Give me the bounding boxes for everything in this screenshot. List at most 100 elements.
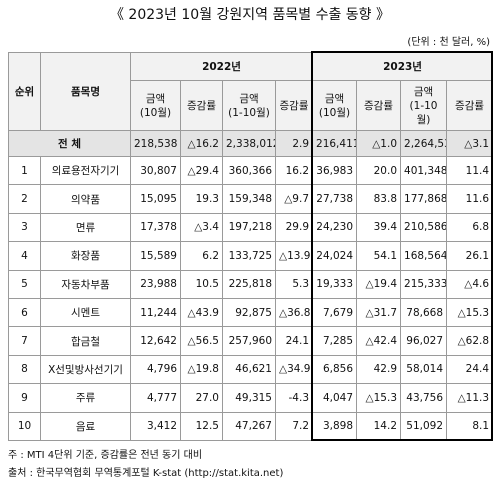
cell: △13.9 xyxy=(274,241,314,271)
cell: 49,315 xyxy=(222,383,276,413)
cell: 133,725 xyxy=(222,241,276,271)
cell: 27,738 xyxy=(312,184,358,214)
year-header: 2023년 xyxy=(312,52,494,81)
cell: 12.5 xyxy=(180,411,223,441)
cell: 7.2 xyxy=(274,411,314,441)
cell: 24,230 xyxy=(312,212,358,243)
cell: 11.6 xyxy=(446,184,494,214)
cell: 6.2 xyxy=(180,241,223,271)
cell: 8.1 xyxy=(446,411,494,441)
cell: -4.3 xyxy=(274,383,314,413)
cell: 51,092 xyxy=(400,411,448,441)
cell: 54.1 xyxy=(356,241,402,271)
cell: 96,027 xyxy=(400,326,448,356)
cell: △43.9 xyxy=(180,297,223,328)
item-name: 화장품 xyxy=(40,241,131,271)
item-name: X선및방사선기기 xyxy=(40,354,131,385)
data-row: 2 의약품 15,095 19.3 159,348 △9.7 27,738 83.8 177,8… xyxy=(8,184,494,214)
cell: 11,244 xyxy=(130,297,181,328)
rank: 8 xyxy=(8,354,41,385)
cell: 7,285 xyxy=(312,326,358,356)
rank: 2 xyxy=(8,184,41,214)
cell: 30,807 xyxy=(130,155,181,186)
rank: 3 xyxy=(8,212,41,243)
header-cell: 순위 xyxy=(8,52,41,131)
item-name: 자동차부품 xyxy=(40,269,131,299)
cell: 197,218 xyxy=(222,212,276,243)
source: 출처 : 한국무역협회 무역통계포털 K-stat (http://stat.k… xyxy=(8,468,284,479)
cell: 3,412 xyxy=(130,411,181,441)
cell: 19,333 xyxy=(312,269,358,299)
cell: △1.0 xyxy=(356,130,402,157)
cell: 4,777 xyxy=(130,383,181,413)
cell: 39.4 xyxy=(356,212,402,243)
cell: 360,366 xyxy=(222,155,276,186)
cell: △15.3 xyxy=(446,297,494,328)
rank: 9 xyxy=(8,383,41,413)
cell: △3.1 xyxy=(446,130,494,157)
cell: 210,586 xyxy=(400,212,448,243)
column-header: 금액 (10월) xyxy=(312,80,358,131)
cell: 216,411 xyxy=(312,130,358,157)
cell: 2,338,012 xyxy=(222,130,276,157)
cell: △19.8 xyxy=(180,354,223,385)
column-header: 금액 (1-10월) xyxy=(400,80,448,131)
total-label: 전 체 xyxy=(8,130,131,157)
cell: 24,024 xyxy=(312,241,358,271)
cell: 3,898 xyxy=(312,411,358,441)
cell: △36.8 xyxy=(274,297,314,328)
cell: 159,348 xyxy=(222,184,276,214)
item-name: 시멘트 xyxy=(40,297,131,328)
cell: 26.1 xyxy=(446,241,494,271)
cell: 16.2 xyxy=(274,155,314,186)
cell: 10.5 xyxy=(180,269,223,299)
cell: 6,856 xyxy=(312,354,358,385)
cell: 15,589 xyxy=(130,241,181,271)
cell: 23,988 xyxy=(130,269,181,299)
rank: 6 xyxy=(8,297,41,328)
cell: 168,564 xyxy=(400,241,448,271)
column-header: 증감률 xyxy=(180,80,223,131)
cell: 225,818 xyxy=(222,269,276,299)
data-row: 7 합금철 12,642 △56.5 257,960 24.1 7,285 △42.4 96,0… xyxy=(8,326,494,356)
cell: 83.8 xyxy=(356,184,402,214)
item-name: 면류 xyxy=(40,212,131,243)
cell: 218,538 xyxy=(130,130,181,157)
cell: 29.9 xyxy=(274,212,314,243)
year-header: 2022년 xyxy=(129,52,314,81)
cell: △62.8 xyxy=(446,326,494,356)
cell: 24.4 xyxy=(446,354,494,385)
data-row: 4 화장품 15,589 6.2 133,725 △13.9 24,024 54.1 168,5… xyxy=(8,241,494,271)
item-name: 의료용전자기기 xyxy=(40,155,131,186)
cell: 47,267 xyxy=(222,411,276,441)
cell: △29.4 xyxy=(180,155,223,186)
cell: △4.6 xyxy=(446,269,494,299)
total-row: 전 체 218,538 △16.2 2,338,012 2.9 216,411 △1.0 2,… xyxy=(8,130,494,157)
data-row: 1 의료용전자기기 30,807 △29.4 360,366 16.2 36,983 20.0… xyxy=(8,155,494,186)
cell: 11.4 xyxy=(446,155,494,186)
cell: 17,378 xyxy=(130,212,181,243)
header-cell: 품목명 xyxy=(40,52,131,131)
cell: 14.2 xyxy=(356,411,402,441)
cell: 42.9 xyxy=(356,354,402,385)
export-table: 순위 품목명 2022년 2023년 금액 (10월) 증감률 금액 (1-10월) 증감률 금… xyxy=(8,52,494,441)
title: 《 2023년 10월 강원지역 품목별 수출 동향 》 xyxy=(109,7,391,23)
footnote: 주 : MTI 4단위 기준, 증감률은 전년 동기 대비 xyxy=(8,450,203,461)
column-header: 증감률 xyxy=(356,80,402,131)
column-header: 증감률 xyxy=(274,80,314,131)
header-row: 금액 (10월) 증감률 금액 (1-10월) 증감률 금액 (10월) 증감률 금액 (1… xyxy=(9,80,494,131)
item-name: 합금철 xyxy=(40,326,131,356)
data-row: 10 음료 3,412 12.5 47,267 7.2 3,898 14.2 51,092 8.1 xyxy=(8,411,494,441)
rank: 7 xyxy=(8,326,41,356)
cell: 215,333 xyxy=(400,269,448,299)
data-row: 8 X선및방사선기기 4,796 △19.8 46,621 △34.9 6,856 42.9 5… xyxy=(8,354,494,385)
cell: 43,756 xyxy=(400,383,448,413)
data-row: 9 주류 4,777 27.0 49,315 -4.3 4,047 △15.3 43,756 △1… xyxy=(8,383,494,413)
cell: 7,679 xyxy=(312,297,358,328)
cell: 27.0 xyxy=(180,383,223,413)
cell: 4,047 xyxy=(312,383,358,413)
cell: △34.9 xyxy=(274,354,314,385)
cell: 6.8 xyxy=(446,212,494,243)
cell: 5.3 xyxy=(274,269,314,299)
